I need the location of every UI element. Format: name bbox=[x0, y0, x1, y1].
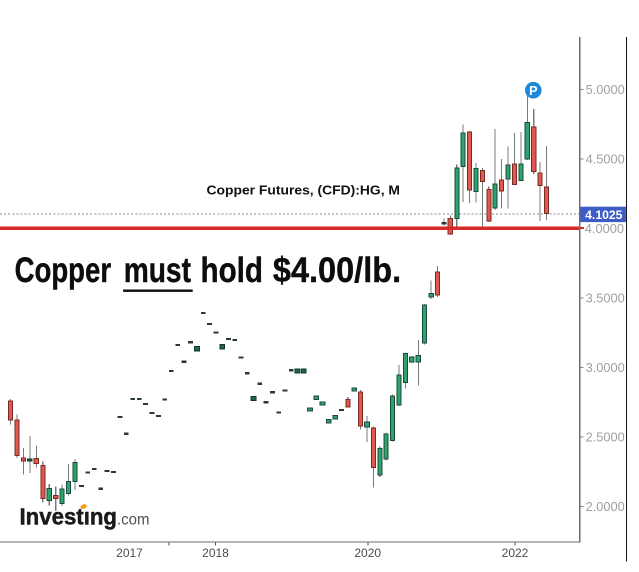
svg-text:2.0000: 2.0000 bbox=[586, 499, 625, 514]
svg-text:hold: hold bbox=[201, 251, 264, 290]
svg-text:2.5000: 2.5000 bbox=[586, 430, 625, 445]
svg-text:Investıng: Investıng bbox=[20, 503, 118, 529]
svg-text:2018: 2018 bbox=[202, 546, 229, 560]
svg-text:5.0000: 5.0000 bbox=[586, 82, 625, 97]
svg-text:2017: 2017 bbox=[116, 546, 143, 560]
svg-text:Copper Futures, (CFD):HG, M: Copper Futures, (CFD):HG, M bbox=[207, 184, 401, 198]
svg-text:4.5000: 4.5000 bbox=[586, 152, 625, 167]
svg-text:2020: 2020 bbox=[354, 546, 381, 560]
svg-text:4.1025: 4.1025 bbox=[585, 208, 622, 222]
svg-text:must: must bbox=[124, 251, 191, 290]
svg-text:P: P bbox=[529, 84, 537, 98]
svg-text:.com: .com bbox=[117, 511, 150, 528]
svg-text:3.5000: 3.5000 bbox=[586, 291, 625, 306]
svg-text:Copper: Copper bbox=[15, 251, 112, 290]
svg-text:3.0000: 3.0000 bbox=[586, 360, 625, 375]
svg-text:4.0000: 4.0000 bbox=[585, 221, 624, 236]
svg-text:2022: 2022 bbox=[502, 546, 529, 560]
svg-text:$4.00/lb.: $4.00/lb. bbox=[273, 251, 401, 290]
